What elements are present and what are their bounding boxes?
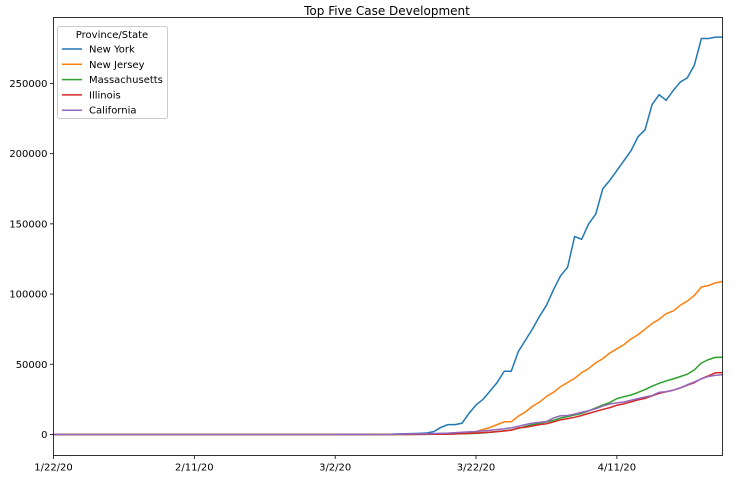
- legend-title: Province/State: [76, 30, 148, 41]
- y-tick-label: 150000: [9, 219, 47, 230]
- x-tick-label: 4/11/20: [598, 463, 637, 474]
- legend-label-new-jersey: New Jersey: [89, 60, 145, 71]
- x-tick-label: 1/22/20: [34, 463, 73, 474]
- y-tick-label: 50000: [16, 360, 48, 371]
- legend-label-illinois: Illinois: [89, 90, 121, 101]
- y-tick-label: 100000: [9, 290, 47, 301]
- legend-box: [57, 26, 168, 119]
- x-axis: 1/22/20 2/11/20 3/2/20 3/22/20 4/11/20: [34, 455, 637, 474]
- legend: Province/State New York New Jersey Massach…: [57, 26, 168, 119]
- legend-label-california: California: [89, 106, 137, 117]
- x-tick-label: 3/22/20: [457, 463, 496, 474]
- chart-title: Top Five Case Development: [303, 4, 470, 18]
- legend-label-massachusetts: Massachusetts: [89, 75, 163, 86]
- y-axis: 0 50000 100000 150000 200000 250000: [9, 79, 54, 441]
- series-line-new-york: [53, 36, 723, 436]
- legend-label-new-york: New York: [89, 45, 135, 56]
- series-line-new-jersey: [53, 280, 723, 436]
- legend-items: New York New Jersey Massachusetts Illinois C…: [62, 45, 163, 117]
- y-tick-label: 250000: [9, 79, 47, 90]
- series-line-california: [53, 374, 723, 436]
- x-tick-label: 2/11/20: [175, 463, 214, 474]
- y-tick-label: 200000: [9, 149, 47, 160]
- y-tick-label: 0: [41, 430, 47, 441]
- x-tick-label: 3/2/20: [319, 463, 351, 474]
- series-lines: [53, 36, 723, 436]
- plot-frame: [53, 17, 723, 456]
